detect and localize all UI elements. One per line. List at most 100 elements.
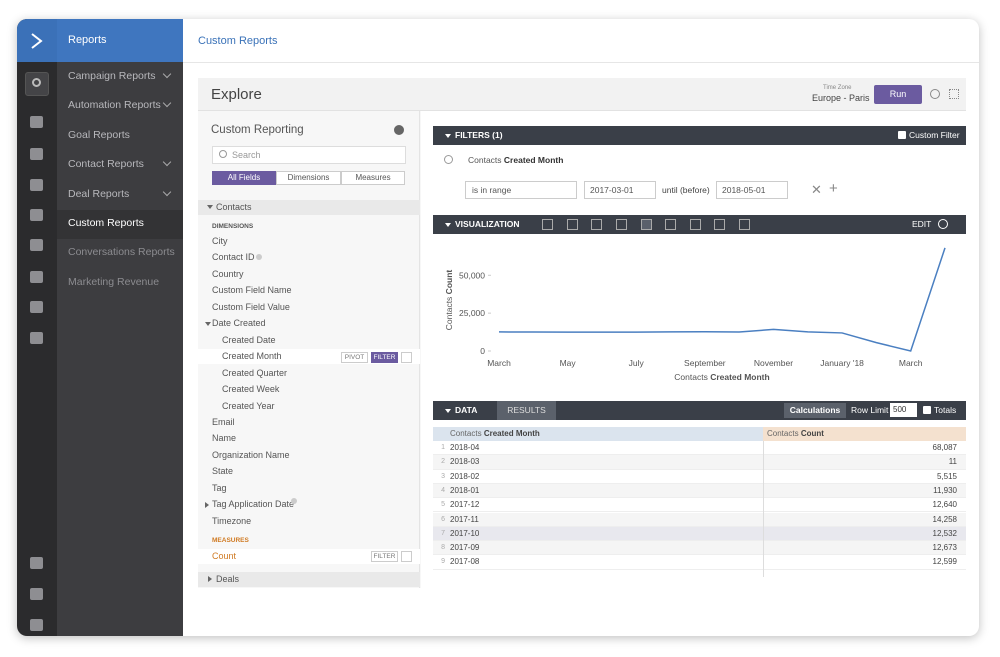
date-field[interactable]: Created Quarter (222, 367, 288, 378)
filters-bar[interactable] (433, 126, 966, 145)
dimension-field[interactable]: Custom Field Name (212, 285, 292, 296)
row-index: 1 (441, 444, 445, 451)
nav-item[interactable]: Deal Reports (68, 187, 130, 200)
cell: 11,930 (933, 485, 957, 495)
nav-item[interactable]: Contact Reports (68, 158, 144, 171)
measure-field[interactable]: Count (212, 551, 237, 561)
viz-type-icon[interactable] (591, 219, 602, 230)
nav-icon (30, 148, 43, 160)
table-row (433, 498, 966, 513)
nav-item[interactable]: Automation Reports (68, 99, 161, 112)
dimension-field[interactable]: Tag Application Date (212, 499, 295, 510)
x-axis-label: Contacts Created Month (674, 372, 769, 382)
nav-icon (30, 116, 43, 128)
op-select[interactable]: is in range (465, 181, 577, 199)
deals-label: Deals (216, 574, 240, 584)
nav-item[interactable]: Custom Reports (68, 217, 144, 229)
dimension-field[interactable]: Contact ID (212, 252, 255, 263)
nav-icon (30, 557, 43, 569)
field-tab[interactable]: Dimensions (276, 171, 341, 185)
search-box[interactable] (212, 146, 406, 164)
dimension-field[interactable]: Tag (212, 482, 227, 493)
dimension-field[interactable]: Custom Field Value (212, 301, 290, 312)
viz-type-icon[interactable] (739, 219, 750, 230)
checkbox[interactable] (923, 406, 931, 414)
checkbox[interactable] (898, 131, 906, 139)
viz-type-icon[interactable] (641, 219, 652, 230)
viz-type-icon[interactable] (714, 219, 725, 230)
column-title[interactable]: Contacts Count (767, 429, 824, 438)
edit-button[interactable]: EDIT (912, 219, 932, 229)
cell: 11 (948, 457, 957, 467)
bar-caret (445, 134, 451, 138)
row-limit-input[interactable]: 500 (890, 403, 917, 417)
dimension-field[interactable]: Country (212, 268, 244, 279)
add-icon[interactable]: + (829, 180, 838, 197)
date-field[interactable]: Created Year (222, 400, 275, 411)
run-button[interactable]: Run (874, 85, 922, 104)
nav-item[interactable]: Goal Reports (68, 128, 130, 141)
viz-type-icon[interactable] (616, 219, 627, 230)
nav-icon (30, 301, 43, 313)
results-tab[interactable]: RESULTS (497, 401, 556, 420)
filter-field: Contacts Created Month (468, 155, 563, 165)
nav-item[interactable]: Campaign Reports (68, 70, 156, 82)
fields-title: Custom Reporting (211, 124, 304, 136)
info-icon (291, 498, 297, 505)
nav-icon (30, 588, 43, 600)
nav-item[interactable]: Marketing Revenue (68, 275, 160, 288)
group-bar[interactable] (198, 200, 420, 215)
dimension-field[interactable]: Email (212, 416, 235, 427)
date-field[interactable]: Created Date (222, 334, 276, 345)
explore-title: Explore (211, 86, 262, 103)
field-tab[interactable]: Measures (341, 171, 405, 185)
cell: 14,258 (932, 514, 957, 524)
dimension-field[interactable]: City (212, 236, 228, 246)
dimension-field[interactable]: Timezone (212, 515, 252, 526)
calculations-button[interactable]: Calculations (784, 403, 846, 418)
cell: 2017-09 (450, 543, 480, 553)
deals-bar[interactable] (198, 572, 420, 587)
pivot-button[interactable]: PIVOT (341, 352, 368, 364)
cell: 12,532 (932, 528, 957, 538)
cell: 12,673 (932, 543, 957, 553)
filter-gear[interactable] (444, 155, 453, 164)
search-icon (32, 78, 41, 87)
dimension-field[interactable]: Name (212, 433, 237, 444)
table-row (433, 555, 966, 570)
timezone[interactable]: Europe - Paris (812, 93, 870, 103)
column-divider (763, 441, 764, 577)
totals-label[interactable]: Totals (934, 405, 957, 415)
date-field[interactable]: Created Month (222, 351, 282, 362)
cell: 2018-02 (450, 471, 480, 481)
date-input[interactable]: 2017-03-01 (584, 181, 656, 199)
column-title[interactable]: Contacts Created Month (450, 429, 540, 438)
remove-icon[interactable]: ✕ (811, 182, 822, 197)
dimension-field[interactable]: State (212, 466, 234, 477)
data-tab[interactable]: DATA (455, 405, 478, 415)
custom-filter[interactable]: Custom Filter (909, 130, 960, 140)
nav-brand[interactable]: Reports (68, 34, 107, 46)
viz-type-icon[interactable] (772, 219, 783, 230)
nav-item[interactable]: Conversations Reports (68, 246, 175, 259)
dimension-field[interactable]: Organization Name (212, 449, 290, 460)
gear-button[interactable] (401, 551, 412, 562)
viz-type-icon[interactable] (665, 219, 676, 230)
filter-button[interactable]: FILTER (371, 352, 398, 364)
viz-type-icon[interactable] (542, 219, 553, 230)
date-input[interactable]: 2018-05-01 (716, 181, 788, 199)
nav-icon (30, 332, 43, 344)
filter-button[interactable]: FILTER (371, 551, 398, 562)
y-label-field: Count (444, 270, 454, 295)
viz-type-icon[interactable] (690, 219, 701, 230)
field-tab[interactable]: All Fields (212, 171, 276, 185)
viz-type-icon[interactable] (567, 219, 578, 230)
dimension-field[interactable]: Date Created (212, 318, 266, 329)
visualization-bar[interactable] (433, 215, 966, 234)
date-field[interactable]: Created Week (222, 384, 280, 395)
gear-button[interactable] (401, 352, 412, 364)
edit-gear[interactable] (938, 219, 948, 229)
column-field: Created Month (483, 429, 540, 438)
column-prefix: Contacts (450, 429, 482, 438)
y-tick-label: 0 (480, 346, 485, 356)
